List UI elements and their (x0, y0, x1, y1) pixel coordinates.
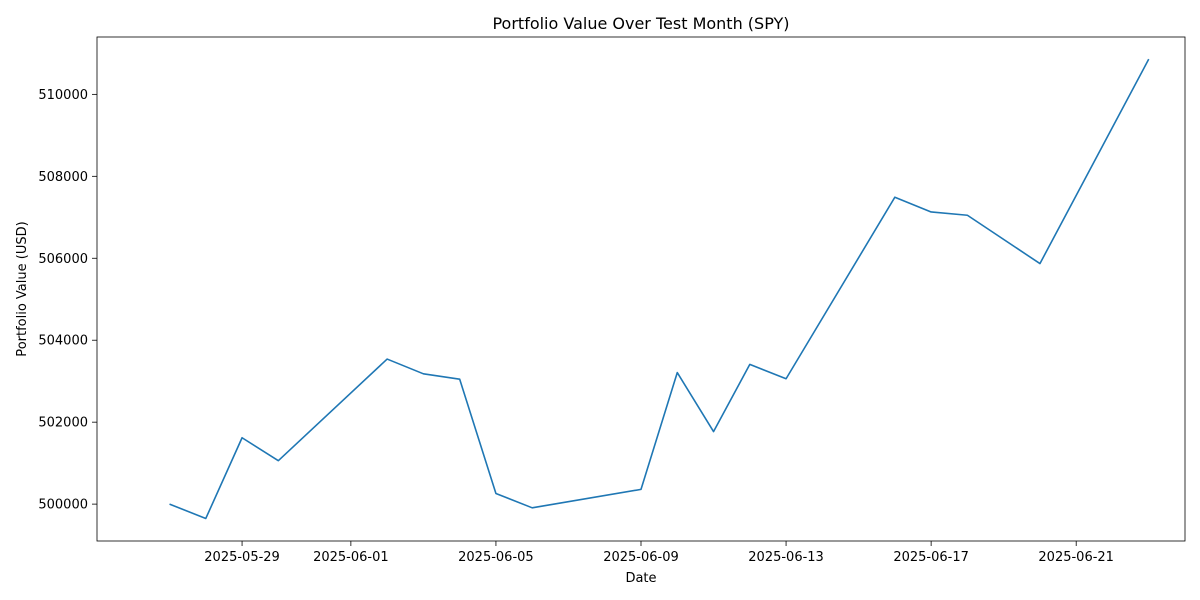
y-tick-label: 508000 (38, 170, 88, 185)
data-point (967, 215, 968, 216)
data-point (931, 211, 932, 212)
y-axis-label: Portfolio Value (USD) (15, 221, 30, 356)
series-line (169, 58, 1150, 520)
x-tick-label: 2025-06-09 (603, 550, 679, 565)
data-point (169, 504, 170, 505)
plot-area (96, 36, 1186, 542)
data-point (242, 437, 243, 438)
data-point (278, 460, 279, 461)
data-point (387, 359, 388, 360)
data-point (1039, 263, 1040, 264)
data-point (786, 378, 787, 379)
data-point (677, 372, 678, 373)
data-point (713, 431, 714, 432)
plot-frame (96, 36, 1186, 542)
data-point (495, 493, 496, 494)
x-tick-label: 2025-06-17 (893, 550, 969, 565)
y-tick-label: 502000 (38, 416, 88, 431)
data-point (423, 373, 424, 374)
data-point (532, 507, 533, 508)
x-axis: 2025-05-29 2025-06-01 2025-06-05 2025-06-09… (204, 541, 1114, 565)
data-point (641, 489, 642, 490)
data-point (1148, 59, 1149, 60)
x-tick-label: 2025-06-13 (748, 550, 824, 565)
y-tick-label: 504000 (38, 334, 88, 349)
x-tick-label: 2025-06-05 (458, 550, 534, 565)
y-axis: 500000 502000 504000 506000 508000 510000 (38, 88, 97, 513)
data-point (459, 379, 460, 380)
data-point (749, 364, 750, 365)
data-point (894, 197, 895, 198)
data-point (205, 518, 206, 519)
y-tick-label: 510000 (38, 88, 88, 103)
x-tick-label: 2025-06-01 (313, 550, 389, 565)
y-tick-label: 506000 (38, 252, 88, 267)
x-axis-label: Date (625, 571, 656, 586)
x-tick-label: 2025-06-21 (1038, 550, 1114, 565)
y-tick-label: 500000 (38, 498, 88, 513)
chart-title: Portfolio Value Over Test Month (SPY) (492, 14, 789, 33)
x-tick-label: 2025-05-29 (204, 550, 280, 565)
